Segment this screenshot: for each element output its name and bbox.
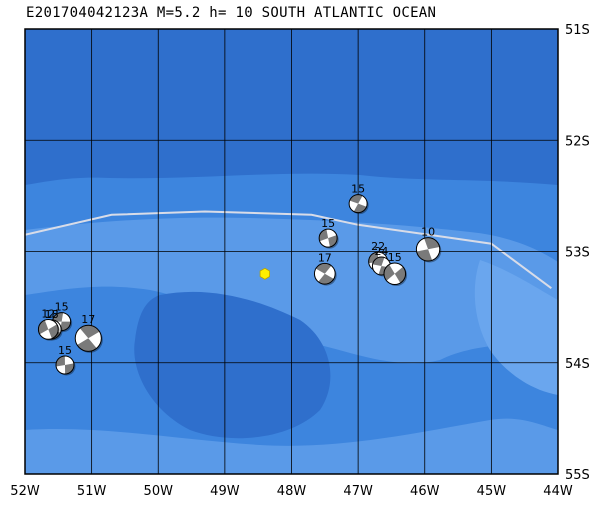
latitude-label: 53S [565, 246, 590, 261]
beachball-compression [79, 325, 100, 339]
beachball-outline [313, 262, 336, 285]
beachball: 12 [37, 307, 60, 341]
beachball-outline [318, 228, 338, 248]
beachball: 15 [55, 344, 76, 376]
beachball-compression [52, 312, 64, 322]
beachball: 15 [318, 217, 339, 249]
beachball-compression [318, 273, 334, 285]
beachball-compression [60, 321, 71, 331]
beachball-outline [383, 262, 407, 286]
beachball-compression [77, 338, 97, 352]
beachball: 15 [383, 251, 408, 287]
depth-label: 15 [321, 217, 335, 230]
longitude-label: 45W [477, 484, 507, 499]
depth-label: 24 [374, 245, 388, 258]
beachball-outline [55, 355, 75, 375]
beachball-outline [348, 194, 368, 214]
depth-label: 15 [58, 344, 72, 357]
beachball-compression [55, 356, 65, 367]
epicenter-marker [259, 267, 271, 280]
beachball-compression [64, 363, 74, 374]
plate-boundary-line [25, 210, 552, 290]
beachball: 17 [313, 251, 337, 286]
beachball-outline [74, 324, 102, 352]
latitude-label: 51S [565, 23, 590, 38]
longitude-label: 50W [144, 484, 174, 499]
beachball: 17 [74, 313, 103, 353]
central-basin [134, 291, 331, 439]
latitude-label: 55S [565, 468, 590, 483]
eastern-shallows [474, 260, 558, 395]
longitude-label: 51W [77, 484, 107, 499]
depth-label: 18 [45, 308, 59, 321]
depth-label: 17 [318, 251, 332, 264]
latitude-label: 52S [565, 134, 590, 149]
beachball-compression [315, 263, 332, 274]
depth-label: 22 [371, 240, 385, 253]
longitude-label: 47W [343, 484, 373, 499]
map-frame [24, 28, 559, 475]
beachball-compression [394, 266, 406, 283]
latitude-label: 54S [565, 357, 590, 372]
depth-label: 15 [388, 251, 402, 264]
beachball-compression [383, 264, 395, 281]
longitude-label: 44W [543, 484, 573, 499]
depth-label: 10 [421, 226, 435, 239]
depth-label: 17 [81, 313, 95, 326]
map-title: E201704042123A M=5.2 h= 10 SOUTH ATLANTI… [26, 5, 437, 21]
longitude-label: 52W [10, 484, 40, 499]
beachball-compression [38, 320, 49, 335]
beachball-outline [415, 237, 441, 262]
longitude-labels: 52W 51W 50W 49W 48W 47W 46W 45W 44W [10, 484, 573, 499]
depth-label: 15 [351, 183, 365, 196]
beachball: 10 [415, 226, 442, 263]
beachball-compression [48, 324, 59, 339]
latitude-labels: 51S 52S 53S 54S 55S [565, 23, 590, 483]
longitude-label: 48W [277, 484, 307, 499]
depth-label: 15 [55, 301, 69, 314]
beachball-outline [37, 318, 59, 340]
longitude-label: 49W [210, 484, 240, 499]
beachball: 15 [348, 183, 369, 215]
depth-label: 12 [41, 307, 55, 320]
longitude-label: 46W [410, 484, 440, 499]
